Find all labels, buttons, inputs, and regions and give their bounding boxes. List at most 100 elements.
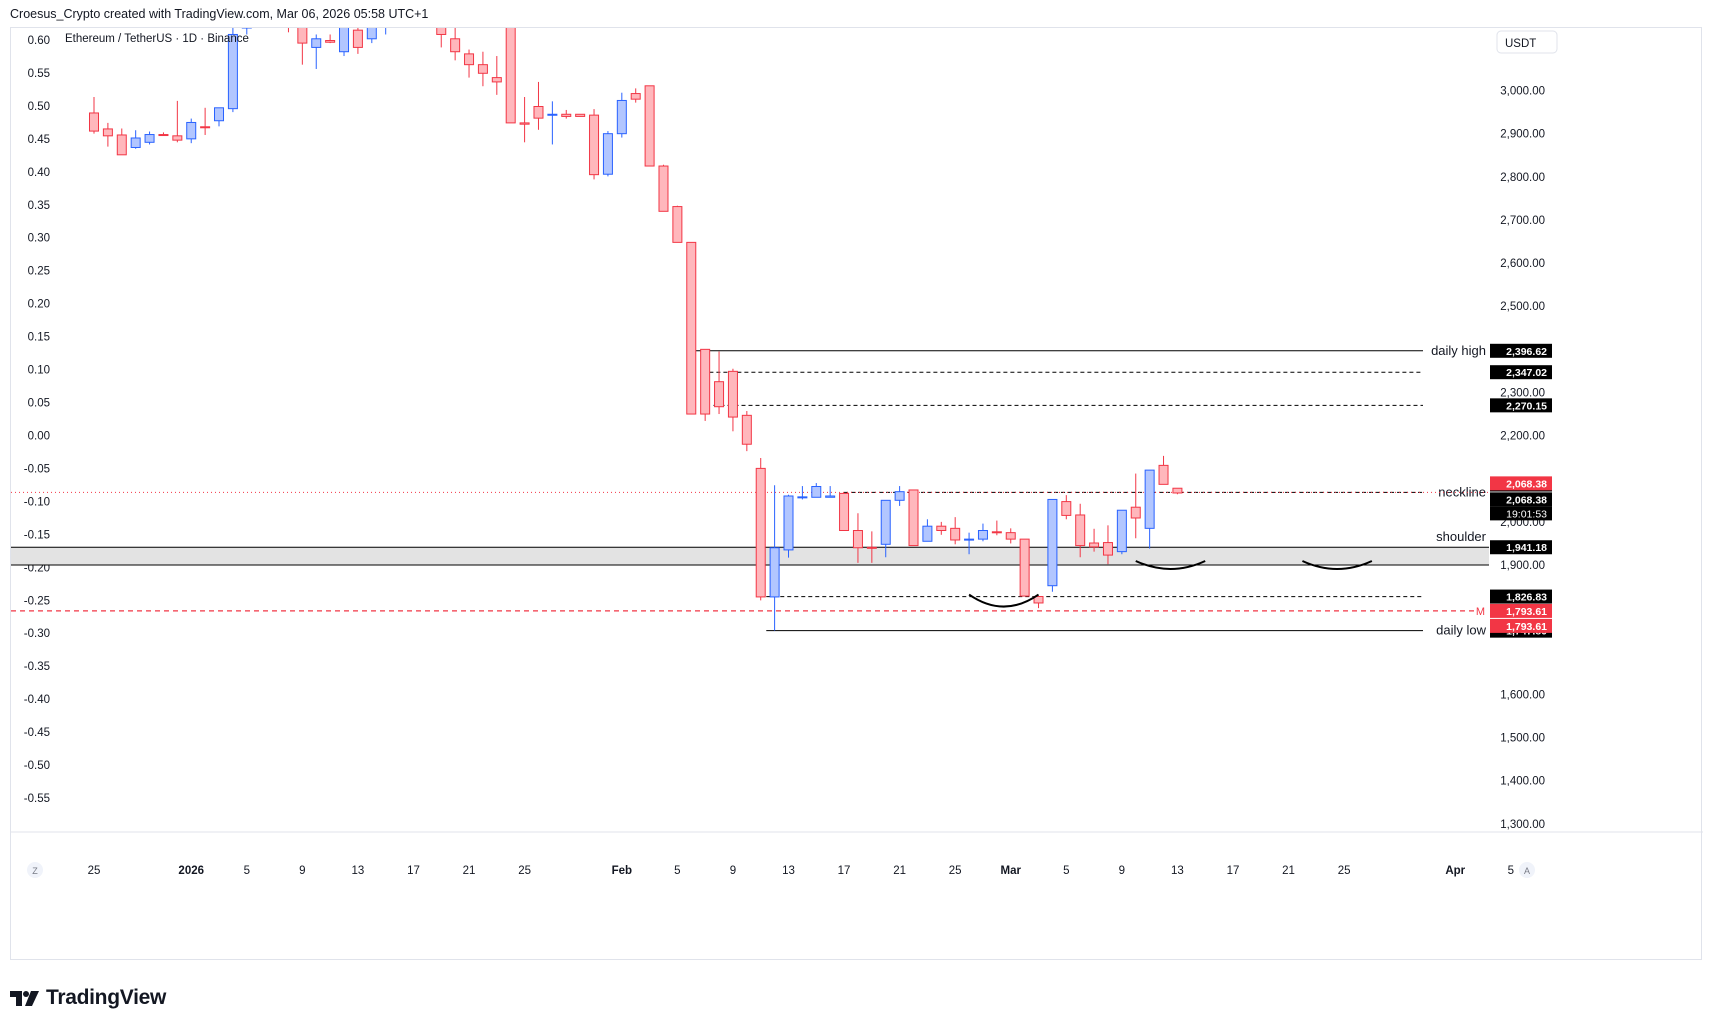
candle[interactable] — [825, 486, 836, 498]
candle[interactable] — [589, 109, 600, 180]
candle[interactable] — [922, 519, 933, 542]
candle[interactable] — [1033, 595, 1044, 609]
candle[interactable] — [227, 28, 238, 113]
candle[interactable] — [769, 485, 780, 631]
candle[interactable] — [533, 81, 544, 130]
right-axis-tick-label: 2,800.00 — [1500, 172, 1545, 184]
candle[interactable] — [297, 28, 308, 65]
candle[interactable] — [186, 118, 197, 144]
candle[interactable] — [727, 368, 738, 432]
candle[interactable] — [1019, 538, 1030, 597]
candle[interactable] — [547, 101, 558, 145]
candle-body — [116, 134, 127, 156]
candle[interactable] — [1075, 503, 1086, 558]
candle[interactable] — [1005, 528, 1016, 544]
candle[interactable] — [630, 88, 641, 103]
candle[interactable] — [311, 34, 322, 69]
candle[interactable] — [1061, 495, 1072, 520]
zoom-corner-button[interactable]: Z — [27, 862, 43, 878]
auto-scale-button[interactable]: A — [1519, 862, 1535, 878]
candle[interactable] — [908, 489, 919, 547]
candle[interactable] — [1144, 469, 1155, 549]
candle-body — [1061, 501, 1072, 516]
candle[interactable] — [755, 458, 766, 601]
candle[interactable] — [811, 483, 822, 498]
candle[interactable] — [450, 28, 461, 61]
candle[interactable] — [644, 85, 655, 167]
candle[interactable] — [1089, 528, 1100, 552]
candle[interactable] — [686, 241, 697, 415]
candle[interactable] — [1158, 455, 1169, 485]
candle[interactable] — [366, 28, 377, 44]
candle[interactable] — [436, 28, 447, 48]
candle[interactable] — [200, 107, 211, 135]
candle[interactable] — [352, 28, 363, 54]
candle[interactable] — [839, 492, 850, 531]
candle[interactable] — [866, 531, 877, 563]
candle[interactable] — [491, 56, 502, 95]
time-axis-label: 5 — [244, 865, 250, 877]
candle-body — [436, 28, 447, 35]
time-axis-label: 21 — [1282, 865, 1295, 877]
candle[interactable] — [700, 348, 711, 421]
candle[interactable] — [519, 97, 530, 143]
candle[interactable] — [783, 494, 794, 558]
candle-body — [852, 530, 863, 549]
time-axis-label: 13 — [782, 865, 795, 877]
candle[interactable] — [1102, 525, 1113, 565]
candle[interactable] — [936, 521, 947, 535]
candle[interactable] — [214, 107, 225, 127]
candle[interactable] — [561, 109, 572, 119]
candle-body — [464, 53, 475, 66]
candle[interactable] — [172, 100, 183, 143]
shoulder-arc — [1135, 560, 1206, 570]
candle-body — [630, 93, 641, 100]
symbol-label[interactable]: Ethereum / TetherUS · 1D · Binance — [65, 33, 249, 45]
candle[interactable] — [130, 130, 141, 149]
candle[interactable] — [575, 113, 586, 117]
candle[interactable] — [950, 517, 961, 545]
tradingview-brand[interactable]: TradingView — [10, 986, 166, 1010]
candle[interactable] — [102, 122, 113, 147]
candle-body — [700, 348, 711, 415]
candle[interactable] — [964, 532, 975, 555]
candle[interactable] — [1047, 498, 1058, 592]
candle[interactable] — [852, 513, 863, 563]
candle[interactable] — [381, 28, 390, 35]
candle[interactable] — [116, 128, 127, 156]
chart-frame[interactable]: 0.60 0.55 0.50 0.45 0.40 0.35 0.30 0.25 0.20 0.15… — [10, 27, 1703, 961]
right-axis-tick-label: 2,200.00 — [1500, 431, 1545, 443]
candle[interactable] — [1116, 509, 1127, 555]
candle[interactable] — [658, 164, 669, 212]
candle[interactable] — [714, 351, 725, 415]
candle[interactable] — [977, 523, 988, 542]
candle[interactable] — [672, 205, 683, 243]
candle[interactable] — [616, 92, 627, 138]
candle[interactable] — [880, 499, 891, 558]
candle[interactable] — [477, 51, 488, 87]
candle-body — [686, 241, 697, 415]
left-axis-tick-label: -0.40 — [24, 694, 50, 706]
candle[interactable] — [339, 28, 350, 57]
left-axis-tick-label: -0.45 — [24, 727, 50, 739]
candle[interactable] — [505, 28, 516, 124]
candle[interactable] — [158, 132, 169, 137]
right-axis-tick-label: 1,900.00 — [1500, 560, 1545, 572]
candle[interactable] — [325, 34, 336, 44]
right-axis: 3,000.00 2,900.00 2,800.00 2,700.00 2,600.00… — [1500, 86, 1545, 831]
candle[interactable] — [1130, 473, 1141, 539]
candle[interactable] — [144, 131, 155, 145]
price-chart[interactable]: 0.60 0.55 0.50 0.45 0.40 0.35 0.30 0.25 0.20 0.15… — [11, 28, 1703, 961]
currency-button[interactable]: USDT — [1496, 30, 1558, 54]
candle[interactable] — [284, 28, 293, 33]
candle[interactable] — [894, 486, 905, 506]
candle[interactable] — [602, 131, 613, 177]
time-axis-label: 25 — [949, 865, 962, 877]
candle[interactable] — [991, 520, 1002, 536]
candle[interactable] — [464, 49, 475, 78]
candle[interactable] — [741, 411, 752, 452]
candle[interactable] — [1172, 487, 1183, 495]
level-price-tag-bg — [1490, 398, 1552, 413]
candle[interactable] — [89, 97, 99, 134]
candle[interactable] — [797, 486, 808, 500]
